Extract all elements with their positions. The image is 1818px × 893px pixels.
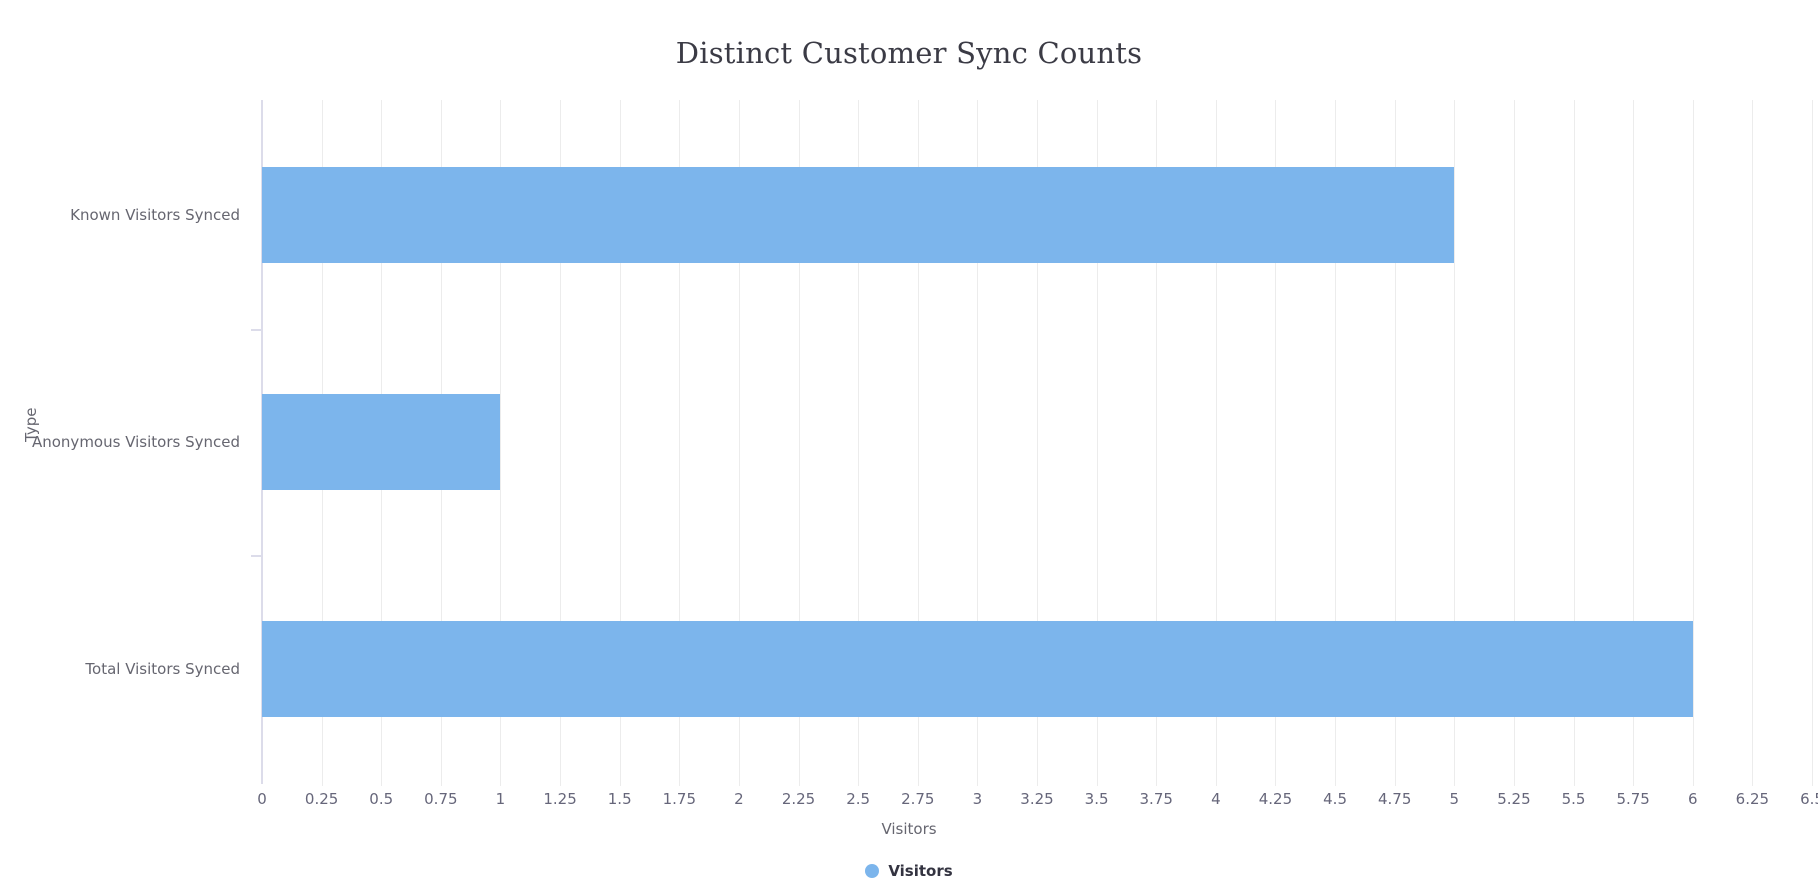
gridline: [1335, 100, 1337, 786]
gridline: [858, 100, 860, 786]
x-axis-tick-label: 0: [257, 790, 267, 808]
gridline: [977, 100, 979, 786]
gridline: [798, 100, 800, 786]
x-axis-tick-label: 5.25: [1497, 790, 1531, 808]
bar[interactable]: [262, 167, 1455, 264]
gridline: [1156, 100, 1158, 786]
gridline: [1037, 100, 1038, 786]
gridline: [917, 100, 919, 786]
x-axis-tick-label: 1.75: [662, 790, 696, 808]
x-axis-tick-label: 0.25: [304, 790, 339, 808]
y-axis-tick: [251, 328, 262, 331]
x-axis-tick-label: 4.75: [1377, 790, 1412, 808]
x-axis-tick-label: 1.25: [543, 790, 577, 808]
circle-marker-icon: [865, 864, 880, 878]
gridline: [1812, 100, 1813, 786]
x-axis-tick-label: 6.5: [1800, 790, 1818, 808]
x-axis-tick-label: 2.75: [901, 790, 935, 808]
gridline: [1513, 100, 1515, 786]
gridline: [679, 100, 681, 786]
legend-item-label: Visitors: [888, 862, 953, 880]
bar[interactable]: [262, 620, 1693, 717]
x-axis-tick-label: 3.25: [1020, 790, 1054, 808]
x-axis-tick-label: 0.75: [424, 790, 458, 808]
x-axis-tick-label: 0.5: [369, 790, 394, 808]
bar[interactable]: [262, 394, 501, 490]
y-axis-title: Type: [22, 407, 40, 442]
x-axis-tick-label: 1.5: [607, 790, 632, 808]
x-axis-tick-label: 5.5: [1561, 790, 1586, 808]
plot-area: [262, 100, 1813, 786]
gridline: [1215, 100, 1217, 786]
x-axis-tick-label: 4: [1211, 790, 1221, 808]
gridline: [1394, 100, 1396, 786]
x-axis-tick-label: 3.5: [1084, 790, 1109, 808]
gridline: [1633, 100, 1635, 786]
x-axis-tick-label: 6.25: [1735, 790, 1770, 808]
gridline: [560, 100, 562, 786]
gridline: [738, 100, 740, 786]
gridline: [1454, 100, 1456, 786]
chart-legend: Visitors: [0, 862, 1818, 880]
gridline: [1692, 100, 1694, 786]
y-axis-category-label: Anonymous Visitors Synced: [31, 433, 240, 451]
x-axis-tick-label: 4.25: [1258, 790, 1293, 808]
x-axis-tick-label: 1: [495, 790, 506, 808]
legend-item-visitors[interactable]: Visitors: [865, 862, 953, 880]
x-axis-tick-label: 5: [1449, 790, 1460, 808]
gridline: [1752, 100, 1754, 786]
y-axis-tick: [251, 555, 262, 558]
gridline: [500, 100, 502, 786]
gridline: [1096, 100, 1098, 786]
x-axis-title: Visitors: [881, 820, 937, 838]
gridline: [1573, 100, 1575, 786]
chart-title: Distinct Customer Sync Counts: [675, 36, 1143, 70]
y-axis-category-label: Known Visitors Synced: [70, 206, 240, 225]
x-axis-tick-label: 2: [734, 790, 744, 808]
x-axis-tick-label: 2.5: [846, 790, 871, 808]
y-axis-category-label: Total Visitors Synced: [85, 659, 240, 678]
gridline: [1275, 100, 1277, 786]
x-axis-tick-label: 6: [1687, 790, 1698, 808]
x-axis-tick-label: 2.25: [781, 790, 816, 808]
x-axis-tick-label: 5.75: [1616, 790, 1650, 808]
x-axis-tick-label: 3.75: [1139, 790, 1173, 808]
x-axis-tick-label: 4.5: [1323, 790, 1347, 808]
gridline: [619, 100, 621, 786]
x-axis-tick-label: 3: [972, 790, 983, 808]
